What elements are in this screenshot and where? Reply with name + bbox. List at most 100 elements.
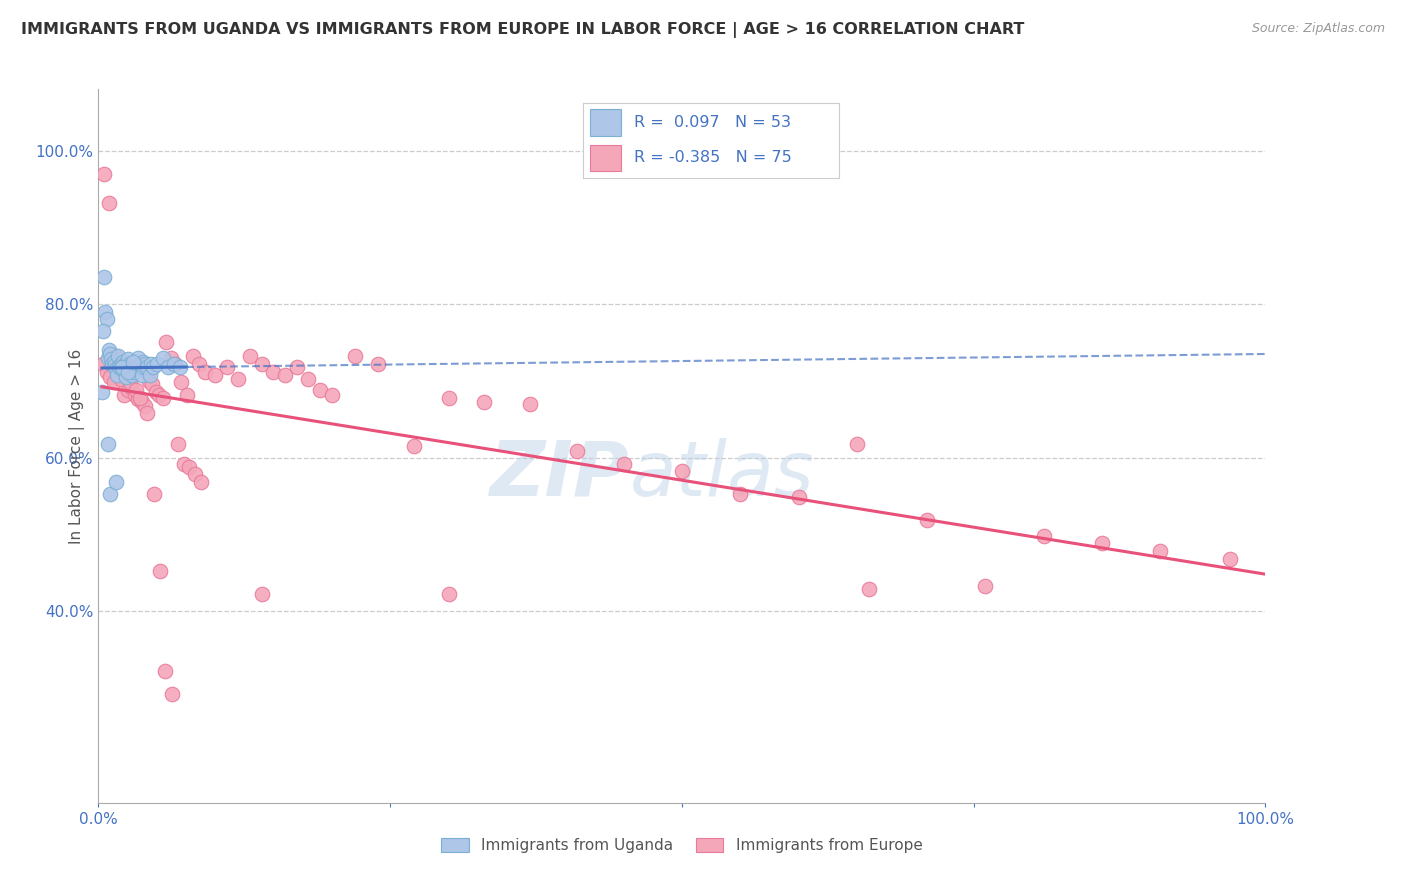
Point [105, 368, 128, 382]
Point [157, 359, 180, 374]
Point [122, 357, 145, 371]
Point [915, 513, 938, 527]
Point [402, 439, 425, 453]
Point [262, 365, 284, 379]
Point [148, 387, 170, 401]
Point [146, 357, 169, 371]
Point [104, 349, 127, 363]
Point [194, 365, 217, 379]
Point [179, 459, 201, 474]
Point [143, 487, 166, 501]
Point [114, 368, 136, 382]
Point [285, 359, 308, 374]
Point [120, 365, 142, 379]
Point [120, 380, 142, 394]
Point [139, 368, 162, 382]
Text: ZIP: ZIP [489, 438, 630, 511]
Point [321, 387, 343, 401]
Point [129, 391, 152, 405]
Point [145, 384, 167, 399]
Point [671, 464, 693, 478]
Point [190, 475, 212, 489]
Point [91, 324, 114, 338]
Point [155, 335, 177, 350]
Point [110, 372, 132, 386]
Point [122, 354, 145, 368]
Point [170, 376, 193, 390]
Point [730, 487, 752, 501]
Point [149, 564, 172, 578]
Point [166, 436, 188, 450]
Point [169, 359, 191, 374]
Point [159, 351, 181, 365]
Point [124, 365, 146, 379]
Point [215, 359, 238, 374]
Point [297, 372, 319, 386]
Point [117, 352, 139, 367]
Point [139, 357, 162, 371]
Point [141, 376, 163, 391]
Point [132, 359, 155, 374]
Point [118, 359, 141, 374]
Point [437, 587, 460, 601]
Point [94, 304, 117, 318]
Point [565, 444, 588, 458]
Point [173, 457, 195, 471]
Point [1149, 544, 1171, 558]
Point [118, 376, 141, 390]
Point [1032, 529, 1054, 543]
Point [128, 359, 150, 374]
Point [115, 370, 138, 384]
Point [163, 357, 186, 371]
Point [104, 475, 127, 489]
Point [160, 687, 183, 701]
Point [519, 397, 541, 411]
Point [127, 351, 149, 365]
Point [613, 457, 636, 471]
Point [184, 467, 207, 482]
Point [108, 359, 131, 374]
Text: atlas: atlas [630, 438, 814, 511]
Point [98, 347, 121, 361]
Point [437, 391, 460, 405]
Point [91, 357, 114, 371]
Point [127, 392, 149, 407]
Point [104, 362, 127, 376]
Point [112, 359, 135, 373]
Point [104, 359, 127, 373]
Point [101, 357, 124, 371]
Point [134, 357, 156, 371]
Y-axis label: In Labor Force | Age > 16: In Labor Force | Age > 16 [69, 349, 84, 543]
Point [846, 436, 869, 450]
Point [367, 357, 389, 371]
Point [858, 582, 880, 597]
Point [131, 395, 153, 409]
Point [110, 357, 132, 371]
Point [165, 357, 187, 371]
Point [114, 362, 136, 376]
Point [136, 406, 159, 420]
Point [136, 359, 159, 374]
Point [97, 351, 120, 365]
Point [103, 376, 125, 390]
Text: IMMIGRANTS FROM UGANDA VS IMMIGRANTS FROM EUROPE IN LABOR FORCE | AGE > 16 CORRE: IMMIGRANTS FROM UGANDA VS IMMIGRANTS FRO… [21, 22, 1025, 38]
Point [98, 487, 121, 501]
Point [112, 387, 135, 401]
Point [131, 368, 153, 382]
Point [204, 368, 226, 382]
Point [97, 195, 120, 210]
Point [90, 385, 112, 400]
Point [152, 351, 174, 365]
Point [1219, 551, 1241, 566]
Point [111, 354, 134, 368]
Point [134, 399, 156, 413]
Point [97, 343, 120, 357]
Point [129, 357, 152, 371]
Point [96, 365, 118, 379]
Point [1091, 536, 1114, 550]
Point [103, 354, 125, 368]
Point [100, 352, 122, 367]
Point [142, 359, 165, 374]
Point [187, 357, 209, 371]
Point [93, 167, 115, 181]
